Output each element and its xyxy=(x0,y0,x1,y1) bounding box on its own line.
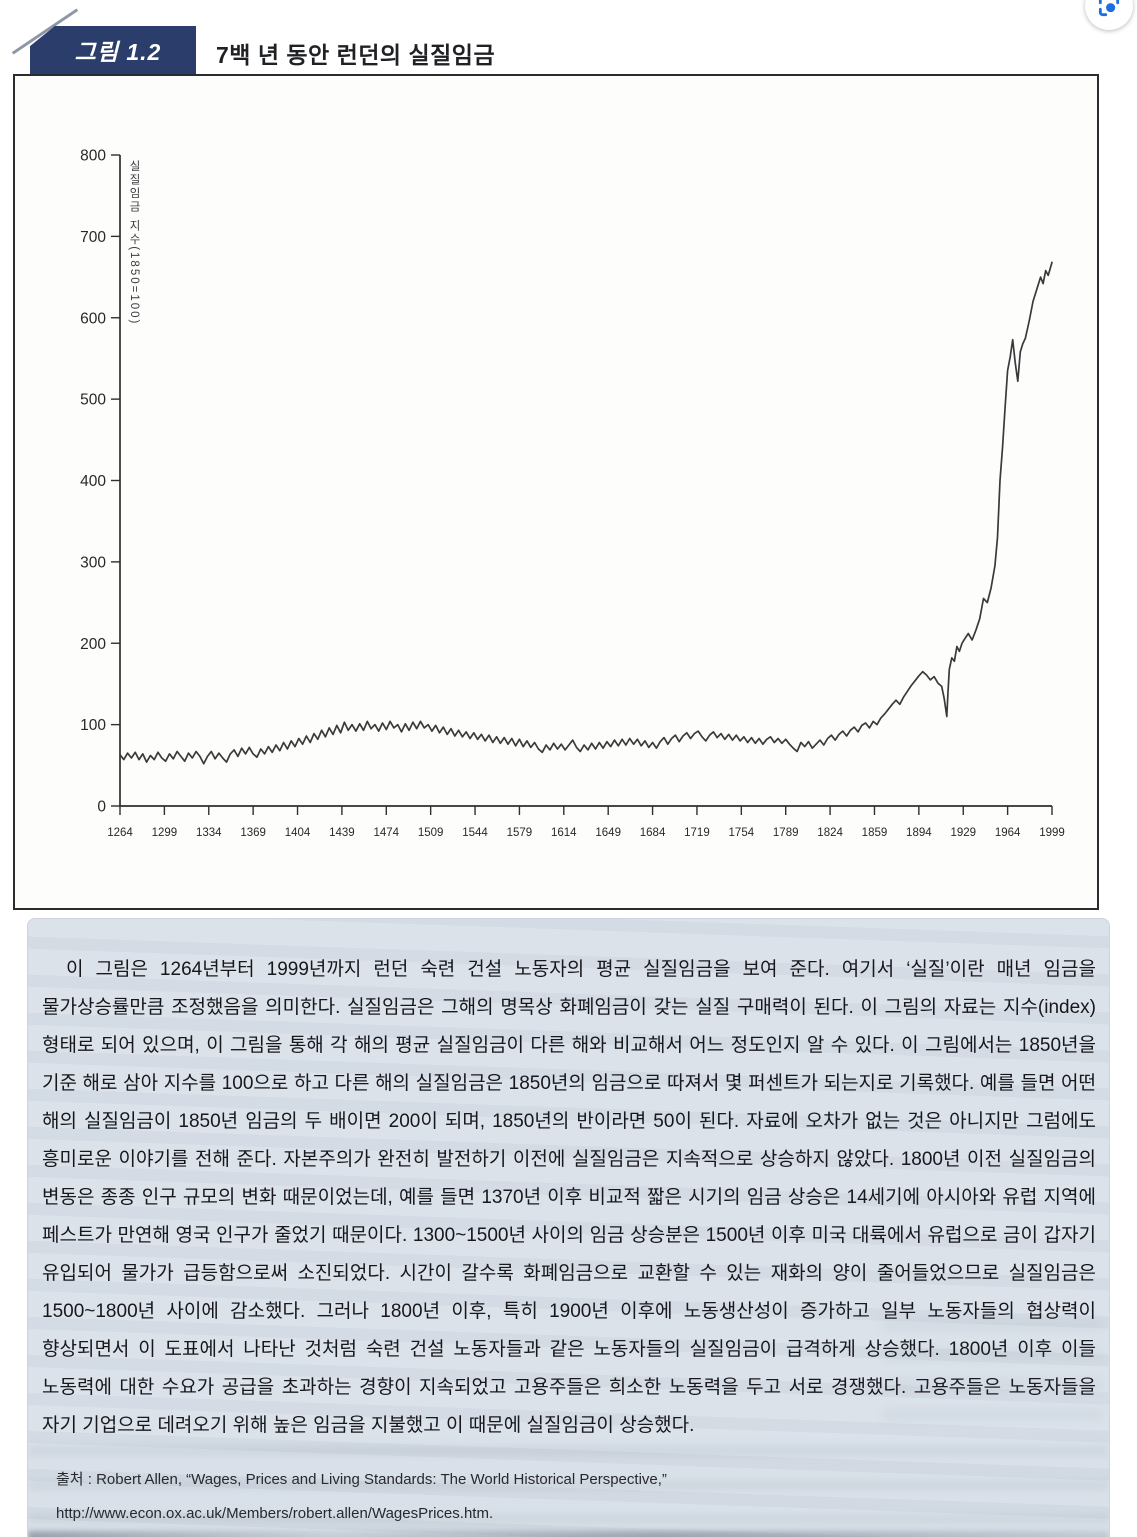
x-tick-label: 1859 xyxy=(862,827,888,839)
x-tick-label: 1439 xyxy=(329,827,355,839)
y-tick-label: 500 xyxy=(80,392,106,409)
page-bleed-artifact xyxy=(28,1531,1109,1537)
figure-number-label: 그림 1.2 xyxy=(74,39,162,65)
x-tick-label: 1684 xyxy=(640,827,666,839)
x-tick-label: 1964 xyxy=(995,827,1021,839)
y-tick-label: 300 xyxy=(80,554,106,571)
x-tick-label: 1894 xyxy=(906,827,932,839)
x-tick-label: 1824 xyxy=(817,827,843,839)
x-tick-label: 1579 xyxy=(507,827,533,839)
image-search-button[interactable] xyxy=(1085,0,1133,30)
y-axis-title: 실질임금 지수(1850=100) xyxy=(128,160,140,326)
x-tick-label: 1754 xyxy=(729,827,755,839)
x-tick-label: 1544 xyxy=(462,827,488,839)
x-tick-label: 1614 xyxy=(551,827,577,839)
y-tick-label: 800 xyxy=(80,148,106,165)
y-tick-label: 0 xyxy=(97,799,106,816)
x-tick-label: 1929 xyxy=(950,827,976,839)
real-wage-line xyxy=(119,261,1053,765)
x-tick-label: 1999 xyxy=(1039,827,1065,839)
x-tick-label: 1649 xyxy=(595,827,621,839)
chart-axes xyxy=(119,155,1052,807)
source-text: 출처 : Robert Allen, “Wages, Prices and Li… xyxy=(56,1471,667,1522)
x-tick-label: 1789 xyxy=(773,827,799,839)
caption-panel: 이 그림은 1264년부터 1999년까지 런던 숙련 건설 노동자의 평균 실… xyxy=(27,918,1110,1537)
y-tick-label: 200 xyxy=(80,636,106,653)
y-tick-label: 100 xyxy=(80,717,106,734)
figure-frame: 0 100 200 300 400 500 600 700 800 1264 1299 1334 136… xyxy=(13,74,1099,910)
image-search-icon xyxy=(1096,0,1122,30)
y-tick-label: 400 xyxy=(80,473,106,490)
y-tick-label: 700 xyxy=(80,229,106,246)
figure-number-tag: 그림 1.2 xyxy=(30,26,196,74)
y-tick-label: 600 xyxy=(80,310,106,327)
x-tick-label: 1369 xyxy=(240,827,266,839)
x-tick-label: 1334 xyxy=(196,827,222,839)
wage-chart: 0 100 200 300 400 500 600 700 800 1264 1299 1334 136… xyxy=(80,148,1065,840)
x-tick-label: 1299 xyxy=(152,827,178,839)
figure-title: 7백 년 동안 런던의 실질임금 xyxy=(216,42,496,68)
x-tick-label: 1474 xyxy=(373,827,399,839)
x-tick-label: 1404 xyxy=(285,827,311,839)
x-tick-label: 1509 xyxy=(418,827,444,839)
x-tick-label: 1719 xyxy=(684,827,710,839)
caption-text: 이 그림은 1264년부터 1999년까지 런던 숙련 건설 노동자의 평균 실… xyxy=(42,959,1096,1436)
x-tick-label: 1264 xyxy=(107,827,133,839)
